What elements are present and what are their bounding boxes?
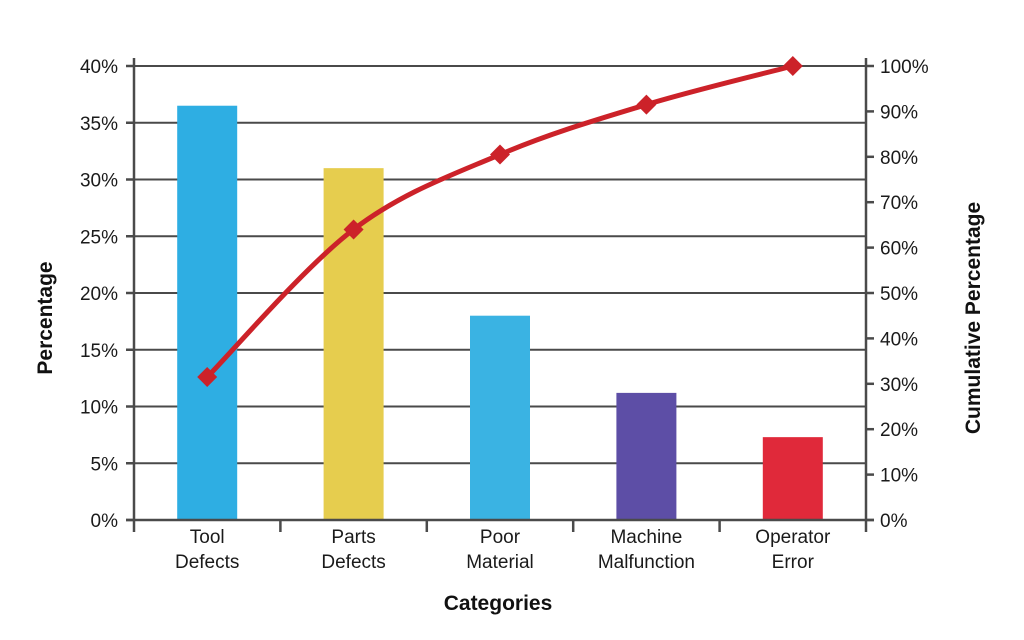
bar xyxy=(177,105,238,520)
category-label-line: Error xyxy=(772,552,815,573)
y2-tick-label: 90% xyxy=(880,102,918,123)
category-label-line: Machine xyxy=(610,527,682,548)
y-tick-label: 40% xyxy=(80,57,118,78)
category-label: Tool Defects xyxy=(175,527,239,573)
y-tick-label: 0% xyxy=(91,511,119,532)
bar xyxy=(616,392,677,520)
cumulative-point-marker xyxy=(490,144,510,165)
category-label-line: Operator xyxy=(755,527,831,548)
category-label: Poor Material xyxy=(466,527,534,573)
category-label-line: Defects xyxy=(321,552,385,573)
y2-tick-label: 0% xyxy=(880,511,908,532)
y-axis-title: Percentage xyxy=(34,261,57,374)
category-label-line: Tool xyxy=(190,527,225,548)
y2-tick-label: 80% xyxy=(880,148,918,169)
axes xyxy=(126,58,874,532)
y2-tick-label: 20% xyxy=(880,420,918,441)
category-label-line: Defects xyxy=(175,552,239,573)
y-tick-label: 30% xyxy=(80,171,118,192)
y-axis-tick-labels: 0% 5% 10% 15% 20% 25% 30% 35% 40% xyxy=(80,57,118,532)
y-tick-label: 15% xyxy=(80,341,118,362)
y-tick-label: 5% xyxy=(91,454,119,475)
y2-tick-label: 70% xyxy=(880,193,918,214)
cumulative-point-marker xyxy=(782,56,803,76)
y-tick-label: 20% xyxy=(80,284,118,305)
cumulative-point-marker xyxy=(197,366,218,387)
bars xyxy=(177,105,823,520)
y-tick-label: 35% xyxy=(80,114,118,135)
y2-axis-title: Cumulative Percentage xyxy=(962,202,985,434)
category-label-line: Parts xyxy=(331,527,375,548)
bar xyxy=(470,315,530,520)
y2-tick-label: 40% xyxy=(880,329,918,350)
y2-axis-tick-labels: 0% 10% 20% 30% 40% 50% 60% 70% 80% 90% 100% xyxy=(880,57,929,532)
y2-tick-label: 50% xyxy=(880,284,918,305)
y-tick-label: 25% xyxy=(80,227,118,248)
y2-tick-label: 60% xyxy=(880,239,918,260)
y2-tick-label: 30% xyxy=(880,375,918,396)
bar xyxy=(762,437,823,520)
cumulative-point-marker xyxy=(636,94,657,115)
cumulative-line-series xyxy=(197,56,803,387)
category-label: Parts Defects xyxy=(321,527,385,573)
y2-tick-label: 100% xyxy=(880,57,929,78)
category-label-line: Malfunction xyxy=(598,552,695,573)
y2-tick-label: 10% xyxy=(880,466,918,487)
category-label: Operator Error xyxy=(755,527,831,573)
cumulative-point-marker xyxy=(343,219,364,240)
y-tick-label: 10% xyxy=(80,398,118,419)
category-label-line: Poor xyxy=(480,527,521,548)
x-axis-title: Categories xyxy=(444,592,553,615)
x-axis-category-labels: Tool Defects Parts Defects Poor Material Machi… xyxy=(175,527,831,573)
category-label-line: Material xyxy=(466,552,534,573)
category-label: Machine Malfunction xyxy=(598,527,695,573)
